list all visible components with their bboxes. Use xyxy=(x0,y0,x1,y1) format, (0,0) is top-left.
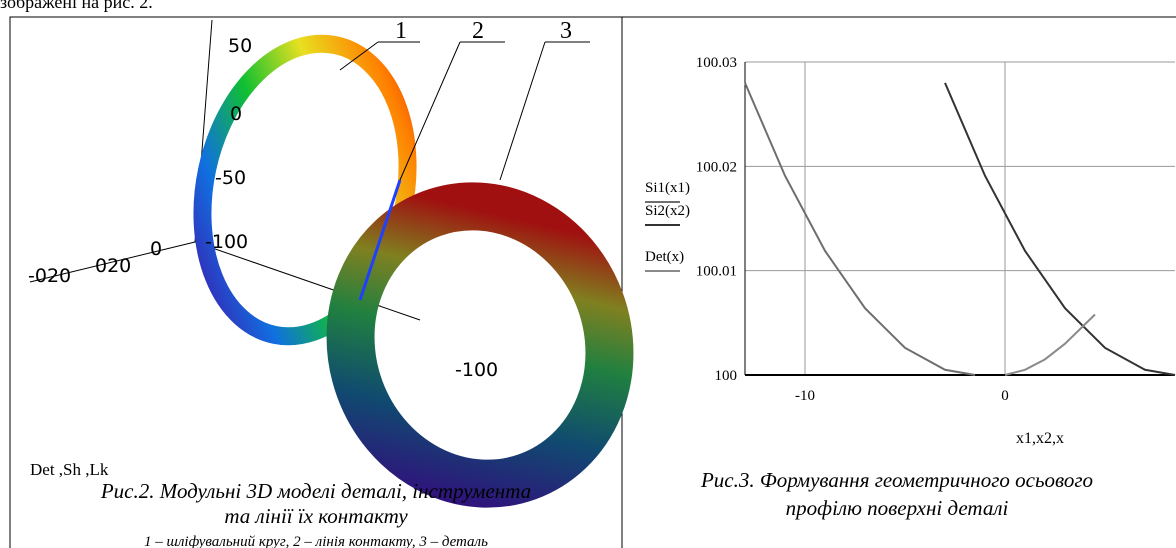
leader xyxy=(500,42,545,180)
chart: 100 100.01 100.02 100.03 -10 0 Si1(x1) Si2(x2) D… xyxy=(645,55,1175,404)
text-fragment: зображені на рис. 2. xyxy=(0,0,153,12)
label: 1 xyxy=(395,18,407,44)
label: 2 xyxy=(472,18,484,44)
caption-note: 1 – шліфувальний круг, 2 – лінія контакт… xyxy=(144,534,488,548)
axis-label: 0 xyxy=(150,238,162,260)
y-tick-label: 100.03 xyxy=(696,55,737,71)
caption: Рис.3. Формування геометричного осьового xyxy=(700,468,1093,492)
x-tick-label: -10 xyxy=(795,388,815,404)
caption: та лінії їх контакту xyxy=(224,504,408,528)
axis-label: -100 xyxy=(455,359,498,381)
axis-label: 020 xyxy=(95,255,131,277)
line-series xyxy=(945,83,1175,375)
line-series xyxy=(745,83,975,375)
plot-legend: Det ,Sh ,Lk xyxy=(30,460,109,479)
detail-ring xyxy=(312,170,648,521)
legend-label: Si2(x2) xyxy=(645,203,690,219)
axis-label: 0 xyxy=(230,103,242,125)
caption: Рис.2. Модульні 3D моделі деталі, інстру… xyxy=(100,479,531,503)
y-tick-label: 100.02 xyxy=(696,159,737,175)
axis-label: -020 xyxy=(28,265,71,287)
caption: профілю поверхні деталі xyxy=(786,496,1009,520)
y-tick-label: 100.01 xyxy=(696,264,737,280)
x-tick-label: 0 xyxy=(1001,388,1009,404)
legend-label: Si1(x1) xyxy=(645,180,690,196)
axis-label: 50 xyxy=(228,35,252,57)
axis-label: -50 xyxy=(215,167,246,189)
leader xyxy=(400,42,460,180)
grinding-wheel xyxy=(176,24,433,355)
x-axis-label: x1,x2,x xyxy=(1016,430,1064,447)
page: зображені на рис. 2. 1 2 3 50 0 -50 -100… xyxy=(0,0,1176,548)
label: 3 xyxy=(560,18,572,44)
axis-label: -100 xyxy=(205,231,248,253)
y-tick-label: 100 xyxy=(715,368,738,384)
legend-label: Det(x) xyxy=(645,249,684,265)
